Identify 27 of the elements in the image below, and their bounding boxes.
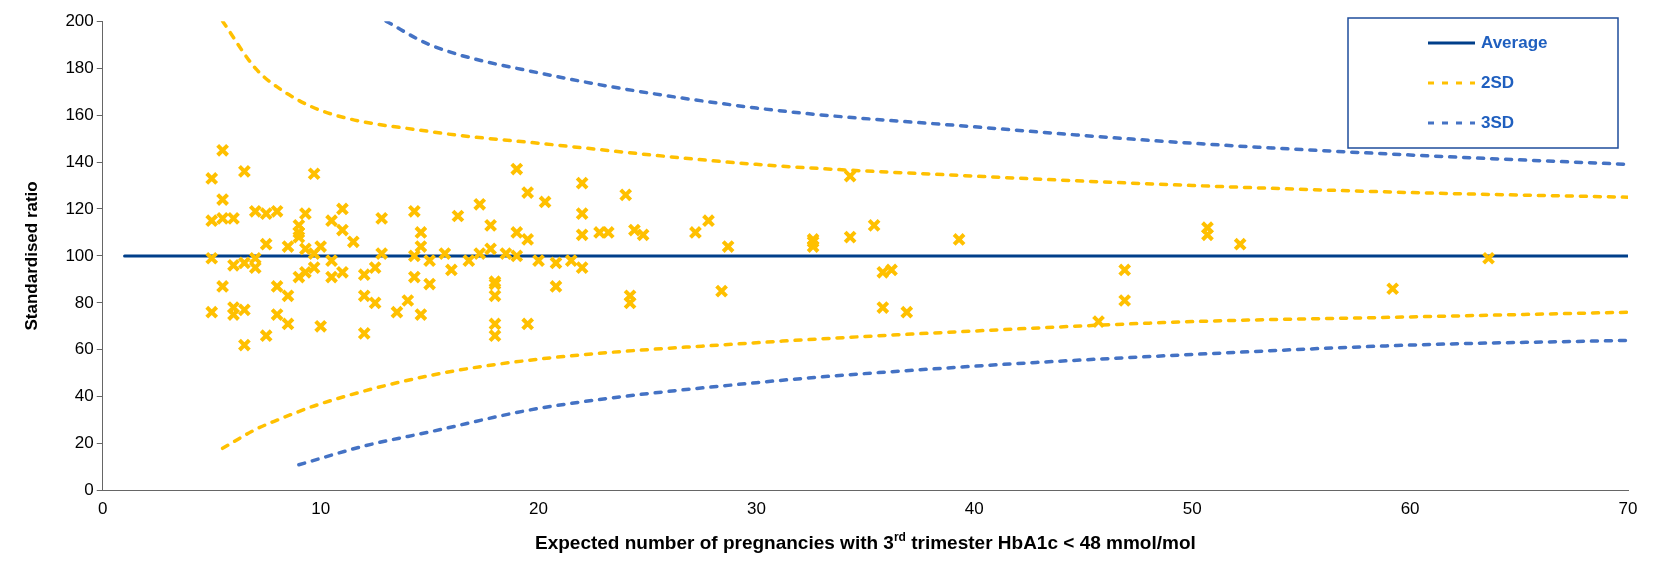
y-tick-label: 180	[65, 57, 94, 77]
line-series	[220, 310, 1628, 451]
x-tick-label: 10	[311, 499, 331, 519]
x-tick-label: 30	[746, 499, 766, 519]
x-tick-label: 70	[1618, 499, 1638, 519]
legend-label: 3SD	[1481, 112, 1515, 132]
x-tick-label: 40	[964, 499, 984, 519]
y-tick-label: 0	[84, 480, 94, 500]
x-tick-label: 60	[1400, 499, 1420, 519]
y-tick-label: 100	[65, 245, 94, 265]
line-series	[220, 21, 1628, 199]
x-tick-label: 20	[529, 499, 549, 519]
legend-label: 2SD	[1481, 72, 1515, 92]
y-axis-title: Standardised ratio	[21, 181, 41, 331]
y-tick-label: 60	[74, 339, 94, 359]
line-series	[297, 338, 1628, 467]
y-tick-label: 80	[74, 292, 94, 312]
y-tick-label: 200	[65, 10, 94, 30]
legend-label: Average	[1481, 32, 1548, 52]
y-tick-label: 160	[65, 104, 94, 124]
y-tick-label: 20	[74, 433, 94, 453]
y-tick-label: 140	[65, 151, 94, 171]
x-tick-label: 50	[1182, 499, 1202, 519]
y-tick-label: 120	[65, 198, 94, 218]
y-tick-label: 40	[74, 386, 94, 406]
x-tick-label: 0	[98, 499, 108, 519]
line-series	[384, 21, 1628, 167]
